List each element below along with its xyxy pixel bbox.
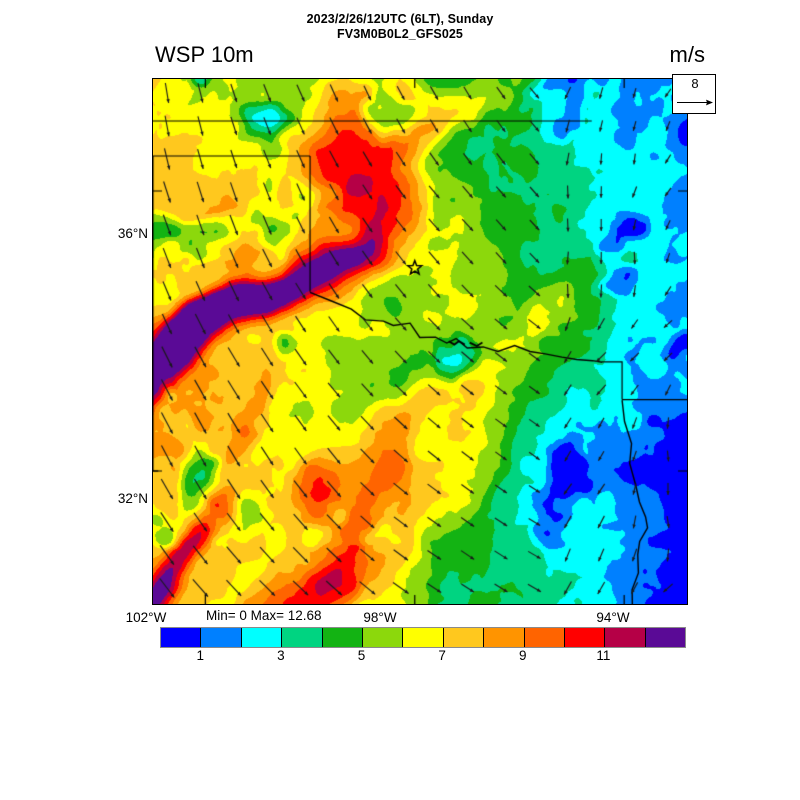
lon-tick-94w: 94°W	[596, 610, 630, 625]
colorbar-segment-6	[403, 628, 444, 647]
windspeed-heatmap	[153, 79, 687, 604]
colorbar-segment-11	[605, 628, 646, 647]
model-run-subtitle: FV3M0B0L2_GFS025	[337, 27, 463, 41]
min-max-stats: Min= 0 Max= 12.68	[206, 608, 322, 623]
colorbar-segment-4	[322, 628, 363, 647]
colorbar-segment-1	[201, 628, 242, 647]
colorbar-segment-0	[161, 628, 202, 647]
right-arrow-icon	[677, 99, 713, 106]
units-label: m/s	[669, 42, 705, 67]
colorbar-segment-9	[524, 628, 565, 647]
colorbar-segment-2	[241, 628, 283, 647]
lon-tick-102w: 102°W	[125, 610, 167, 625]
colorbar-segment-10	[564, 628, 606, 647]
lat-tick-32n: 32°N	[117, 491, 148, 506]
wind-key-value: 8	[691, 76, 699, 91]
colorbar	[160, 627, 686, 648]
colorbar-tick-5: 5	[357, 648, 366, 663]
lon-tick-98w: 98°W	[363, 610, 397, 625]
colorbar-ticks: 1 3 5 7 9 11	[160, 648, 684, 664]
colorbar-tick-11: 11	[596, 648, 611, 663]
colorbar-segment-8	[484, 628, 525, 647]
wind-vector-key: 8	[672, 74, 716, 114]
colorbar-tick-9: 9	[519, 648, 527, 663]
map-plot-area	[152, 78, 688, 605]
colorbar-tick-3: 3	[277, 648, 285, 663]
lat-tick-36n: 36°N	[117, 226, 148, 241]
colorbar-segment-5	[362, 628, 404, 647]
variable-label: WSP 10m	[155, 42, 254, 67]
colorbar-tick-1: 1	[196, 648, 205, 663]
colorbar-segment-12	[645, 628, 686, 647]
colorbar-tick-7: 7	[438, 648, 446, 663]
colorbar-segment-3	[282, 628, 323, 647]
colorbar-segment-7	[443, 628, 485, 647]
page-title: 2023/2/26/12UTC (6LT), Sunday	[306, 12, 494, 26]
